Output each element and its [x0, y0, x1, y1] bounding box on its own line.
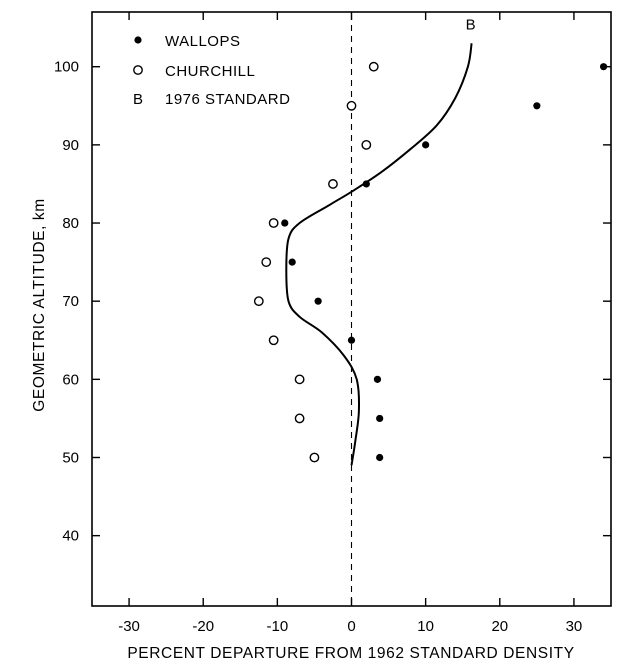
x-tick-labels: -30 -20 -10 0 10 20 30 [118, 618, 582, 635]
curve-label-b: B [466, 16, 476, 33]
churchill-points [253, 61, 379, 463]
x-tick-label: -20 [192, 618, 214, 635]
y-tick-label: 90 [62, 137, 79, 154]
y-tick-label: 100 [54, 59, 79, 76]
churchill-point [309, 452, 320, 463]
legend-standard-marker: B [133, 91, 144, 108]
x-axis-title: PERCENT DEPARTURE FROM 1962 STANDARD DEN… [127, 645, 574, 662]
wallops-point [314, 297, 322, 305]
y-tick-label: 80 [62, 215, 79, 232]
churchill-point [294, 413, 305, 424]
wallops-point [533, 102, 541, 110]
wallops-point [376, 414, 384, 423]
x-tick-label: -10 [267, 618, 289, 635]
churchill-point [268, 218, 279, 228]
legend-wallops-label: WALLOPS [165, 33, 240, 50]
churchill-point [361, 139, 372, 150]
wallops-point [376, 453, 384, 462]
churchill-point [253, 296, 264, 307]
wallops-point [288, 258, 296, 266]
wallops-point [599, 63, 608, 71]
x-ticks [128, 12, 575, 606]
churchill-point [261, 257, 272, 268]
legend-churchill-marker [133, 65, 143, 75]
legend-wallops-marker [134, 36, 142, 44]
y-tick-label: 60 [62, 371, 79, 388]
wallops-point [347, 336, 356, 344]
churchill-point [368, 61, 379, 72]
y-tick-labels: 40 50 60 70 80 90 100 [54, 59, 79, 545]
standard-1976-curve [285, 43, 473, 466]
x-tick-label: 10 [417, 618, 434, 635]
x-tick-label: 30 [566, 618, 583, 635]
legend: WALLOPS CHURCHILL B 1976 STANDARD [133, 33, 290, 108]
wallops-point [362, 180, 370, 188]
wallops-points [281, 63, 608, 462]
churchill-point [268, 335, 279, 346]
x-tick-label: -30 [118, 618, 140, 635]
y-tick-label: 70 [62, 293, 79, 310]
wallops-point [422, 141, 430, 149]
churchill-point [328, 179, 338, 189]
y-tick-label: 50 [62, 450, 79, 467]
churchill-point [294, 374, 305, 385]
x-tick-label: 20 [491, 618, 508, 635]
legend-churchill-label: CHURCHILL [165, 63, 255, 80]
y-axis-title: GEOMETRIC ALTITUDE, km [31, 198, 48, 412]
legend-standard-label: 1976 STANDARD [165, 91, 290, 108]
wallops-point [373, 375, 382, 383]
y-tick-label: 40 [62, 528, 79, 545]
x-tick-label: 0 [347, 618, 355, 635]
churchill-point [346, 100, 357, 111]
wallops-point [281, 219, 289, 227]
